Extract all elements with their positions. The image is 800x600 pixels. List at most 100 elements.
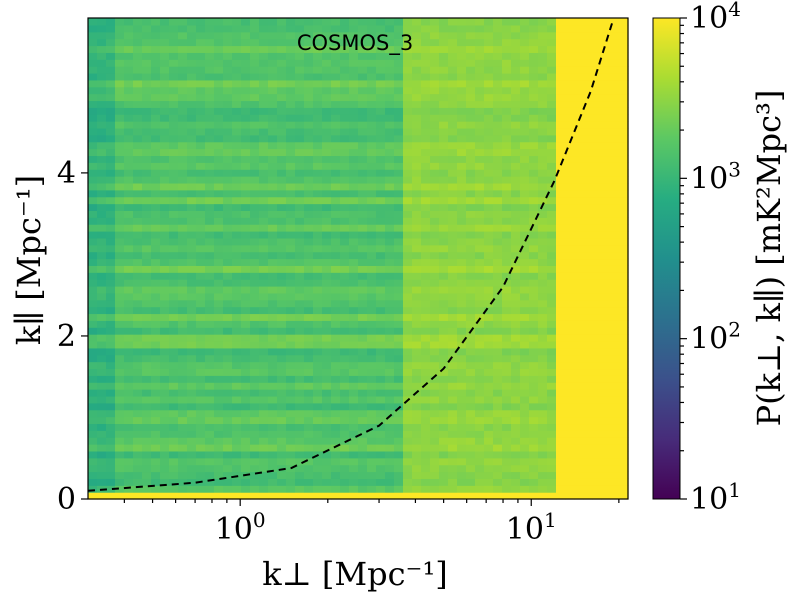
heatmap-cell bbox=[106, 231, 116, 239]
heatmap-cell bbox=[385, 217, 395, 225]
heatmap-cell bbox=[403, 354, 413, 363]
heatmap-cell bbox=[574, 389, 584, 397]
heatmap-cell bbox=[466, 368, 476, 376]
heatmap-cell bbox=[358, 79, 368, 88]
heatmap-cell bbox=[484, 196, 494, 205]
heatmap-cell bbox=[115, 155, 125, 163]
heatmap-cell bbox=[340, 237, 350, 246]
heatmap-cell bbox=[331, 107, 341, 115]
heatmap-cell bbox=[385, 285, 395, 294]
heatmap-cell bbox=[493, 285, 503, 294]
heatmap-cell bbox=[151, 347, 161, 356]
heatmap-cell bbox=[331, 176, 341, 184]
heatmap-cell bbox=[259, 189, 269, 198]
heatmap-cell bbox=[466, 492, 476, 500]
heatmap-cell bbox=[223, 361, 233, 370]
heatmap-cell bbox=[556, 189, 566, 198]
heatmap-cell bbox=[340, 258, 350, 266]
heatmap-cell bbox=[484, 176, 494, 184]
heatmap-cell bbox=[169, 148, 179, 157]
heatmap-cell bbox=[484, 265, 494, 273]
heatmap-cell bbox=[412, 285, 422, 294]
heatmap-cell bbox=[340, 285, 350, 294]
heatmap-cell bbox=[457, 416, 467, 425]
heatmap-cell bbox=[304, 416, 314, 425]
heatmap-cell bbox=[250, 258, 260, 266]
heatmap-cell bbox=[556, 471, 566, 479]
heatmap-cell bbox=[367, 382, 377, 390]
heatmap-cell bbox=[412, 79, 422, 88]
heatmap-cell bbox=[97, 361, 107, 370]
heatmap-cell bbox=[574, 430, 584, 438]
heatmap-cell bbox=[250, 100, 260, 108]
heatmap-cell bbox=[403, 389, 413, 397]
heatmap-cell bbox=[214, 430, 224, 438]
heatmap-cell bbox=[241, 292, 251, 301]
heatmap-cell bbox=[223, 141, 233, 150]
heatmap-cell bbox=[340, 155, 350, 163]
heatmap-cell bbox=[385, 361, 395, 370]
heatmap-cell bbox=[259, 86, 269, 95]
heatmap-cell bbox=[214, 148, 224, 157]
heatmap-cell bbox=[277, 382, 287, 390]
heatmap-cell bbox=[394, 423, 404, 431]
heatmap-cell bbox=[214, 224, 224, 232]
heatmap-cell bbox=[412, 437, 422, 445]
heatmap-cell bbox=[187, 182, 197, 191]
heatmap-cell bbox=[250, 265, 260, 273]
heatmap-cell bbox=[583, 478, 593, 486]
heatmap-cell bbox=[259, 361, 269, 370]
heatmap-cell bbox=[205, 389, 215, 397]
heatmap-cell bbox=[313, 430, 323, 438]
heatmap-cell bbox=[259, 320, 269, 328]
heatmap-cell bbox=[538, 471, 548, 479]
heatmap-cell bbox=[574, 45, 584, 53]
heatmap-cell bbox=[574, 471, 584, 479]
heatmap-cell bbox=[385, 121, 395, 129]
heatmap-cell bbox=[439, 423, 449, 431]
heatmap-cell bbox=[169, 416, 179, 425]
heatmap-cell bbox=[259, 24, 269, 33]
heatmap-cell bbox=[268, 79, 278, 88]
heatmap-cell bbox=[358, 127, 368, 136]
heatmap-cell bbox=[556, 492, 566, 500]
heatmap-cell bbox=[376, 313, 386, 321]
heatmap-cell bbox=[538, 485, 548, 493]
heatmap-cell bbox=[493, 485, 503, 493]
heatmap-cell bbox=[88, 176, 98, 184]
heatmap-cell bbox=[205, 52, 215, 60]
heatmap-cell bbox=[493, 224, 503, 232]
heatmap-cell bbox=[385, 169, 395, 177]
heatmap-cell bbox=[529, 320, 539, 328]
heatmap-cell bbox=[466, 409, 476, 418]
heatmap-cell bbox=[349, 59, 359, 67]
heatmap-cell bbox=[241, 244, 251, 253]
heatmap-cell bbox=[295, 224, 305, 232]
heatmap-cell bbox=[394, 86, 404, 95]
heatmap-cell bbox=[160, 155, 170, 163]
heatmap-cell bbox=[151, 478, 161, 486]
heatmap-cell bbox=[457, 292, 467, 301]
heatmap-cell bbox=[223, 292, 233, 301]
heatmap-cell bbox=[259, 389, 269, 397]
heatmap-cell bbox=[295, 361, 305, 370]
heatmap-cell bbox=[115, 141, 125, 150]
heatmap-cell bbox=[124, 258, 134, 266]
heatmap-cell bbox=[583, 285, 593, 294]
heatmap-cell bbox=[484, 45, 494, 53]
heatmap-cell bbox=[610, 423, 620, 431]
heatmap-cell bbox=[160, 485, 170, 493]
heatmap-cell bbox=[232, 354, 242, 363]
heatmap-cell bbox=[619, 485, 629, 493]
heatmap-cell bbox=[223, 402, 233, 411]
heatmap-cell bbox=[592, 471, 602, 479]
heatmap-cell bbox=[295, 114, 305, 122]
heatmap-cell bbox=[403, 251, 413, 260]
heatmap-cell bbox=[529, 471, 539, 479]
heatmap-cell bbox=[232, 66, 242, 74]
heatmap-cell bbox=[403, 402, 413, 411]
heatmap-cell bbox=[322, 66, 332, 74]
heatmap-cell bbox=[367, 272, 377, 280]
heatmap-cell bbox=[448, 24, 458, 33]
heatmap-cell bbox=[142, 437, 152, 445]
